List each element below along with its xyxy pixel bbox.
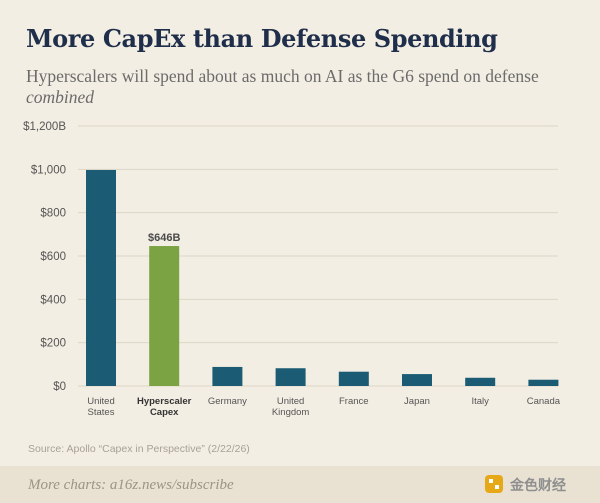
bar [402, 374, 432, 386]
bar [465, 377, 496, 386]
x-tick-label: United [277, 396, 304, 407]
y-tick-label: $400 [40, 294, 66, 306]
subtitle-main: Hyperscalers will spend about as much on… [26, 66, 539, 86]
y-tick-label: $600 [40, 251, 66, 263]
subtitle-emphasis: combined [26, 87, 95, 107]
bar [149, 246, 180, 386]
bar [275, 368, 306, 386]
brand-logo-icon [485, 475, 503, 493]
x-tick-label: Canada [527, 396, 561, 407]
x-tick-label: States [88, 407, 115, 418]
x-tick-label: Japan [404, 396, 430, 407]
x-tick-label: Germany [208, 396, 247, 407]
y-tick-label: $1,200B [23, 121, 66, 133]
footer-bar: More charts: a16z.news/subscribe 金色财经 [0, 466, 600, 503]
x-tick-label: Kingdom [272, 407, 310, 418]
x-tick-label: France [339, 396, 369, 407]
bar [86, 169, 116, 386]
data-label: $646B [148, 232, 180, 244]
brand-watermark: 金色财经 [510, 478, 566, 494]
x-tick-label: Italy [471, 396, 489, 407]
bar [212, 366, 243, 386]
chart-subtitle: Hyperscalers will spend about as much on… [26, 66, 600, 108]
y-tick-label: $0 [53, 381, 66, 393]
x-tick-label: United [87, 396, 114, 407]
y-tick-label: $200 [40, 338, 66, 350]
bar [338, 371, 369, 386]
source-note: Source: Apollo “Capex in Perspective” (2… [28, 443, 250, 455]
y-tick-label: $1,000 [31, 164, 66, 176]
x-tick-label: Hyperscaler [137, 396, 192, 407]
x-tick-label: Capex [150, 407, 179, 418]
bar [528, 379, 559, 386]
y-tick-label: $800 [40, 208, 66, 220]
bar-chart: $0$200$400$600$800$1,000$1,200BUnitedSta… [23, 121, 561, 418]
footer-link-text[interactable]: More charts: a16z.news/subscribe [28, 477, 234, 493]
chart-title: More CapEx than Defense Spending [26, 24, 498, 53]
